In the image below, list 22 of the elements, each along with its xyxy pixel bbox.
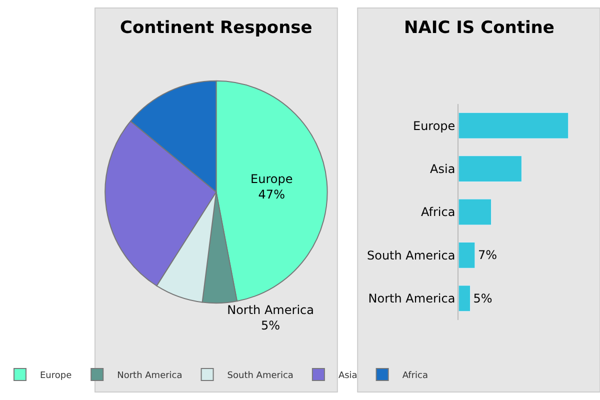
slice-label: Europe [250, 172, 293, 186]
y-tick-label: North America [368, 292, 456, 306]
data-label: 5% [261, 318, 280, 333]
data-label: 47% [258, 188, 285, 202]
y-tick-label: Africa [420, 205, 456, 220]
legend-label: North America [117, 371, 182, 382]
slice-label: North America [227, 303, 314, 318]
data-label: 5% [473, 291, 492, 306]
bar [458, 198, 492, 226]
bar [458, 156, 522, 182]
chart-title: Continent Response [120, 18, 312, 38]
legend-label: Asia [338, 371, 358, 382]
y-tick-label: Europe [412, 118, 456, 133]
bar [458, 112, 569, 139]
bar [458, 242, 476, 268]
legend-label: Europe [40, 371, 72, 382]
data-label: 7% [478, 248, 497, 262]
bar [458, 285, 471, 312]
chart-title: NAIC IS Contine [404, 18, 554, 38]
y-tick-label: Asia [430, 162, 456, 176]
legend-label: South America [227, 371, 294, 382]
y-tick-label: South America [366, 248, 456, 262]
